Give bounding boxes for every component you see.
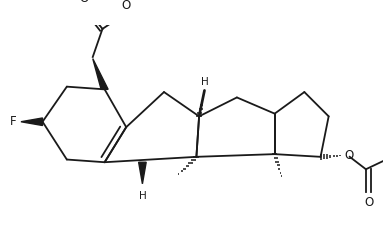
Text: H: H — [201, 77, 208, 87]
Polygon shape — [139, 162, 146, 184]
Polygon shape — [93, 58, 108, 89]
Text: F: F — [9, 115, 16, 128]
Text: O: O — [121, 0, 130, 12]
Polygon shape — [21, 118, 43, 126]
Text: O: O — [344, 149, 353, 162]
Text: O: O — [79, 0, 89, 4]
Text: O: O — [364, 196, 373, 209]
Text: H: H — [138, 191, 146, 201]
